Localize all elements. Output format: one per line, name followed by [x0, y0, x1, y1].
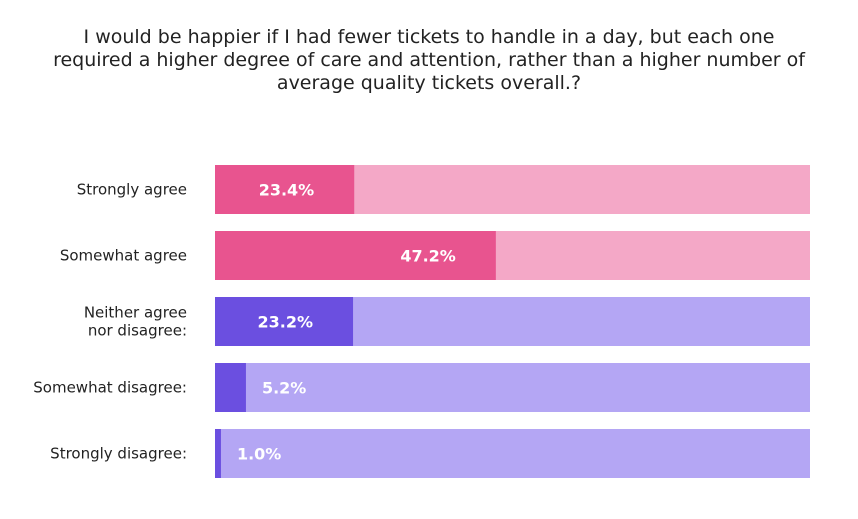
- category-label-4: Somewhat disagree:: [33, 379, 187, 397]
- bar-fill-4: [215, 363, 246, 412]
- chart-title-line-3: average quality tickets overall.?: [276, 72, 582, 94]
- bar-row-4: 5.2% Somewhat disagree:: [33, 363, 810, 412]
- category-label-3-line-2: nor disagree:: [88, 322, 187, 340]
- category-label-3-line-1: Neither agree: [84, 304, 187, 322]
- category-label-5: Strongly disagree:: [50, 445, 187, 463]
- chart-title-line-2: required a higher degree of care and att…: [53, 49, 805, 71]
- chart-title: I would be happier if I had fewer ticket…: [40, 26, 818, 95]
- bar-track-4: [215, 363, 810, 412]
- bar-fill-2: [215, 231, 496, 280]
- bar-fill-1: [215, 165, 355, 214]
- bar-fill-3: [215, 297, 354, 346]
- chart-title-line-1: I would be happier if I had fewer ticket…: [83, 26, 775, 48]
- bar-track-5: [215, 429, 810, 478]
- bar-row-1: 23.4% Strongly agree: [77, 165, 810, 214]
- category-label-1: Strongly agree: [77, 181, 187, 199]
- bar-row-2: 47.2% Somewhat agree: [60, 231, 810, 280]
- bar-value-label-4: 5.2%: [262, 379, 306, 398]
- bar-value-label-1: 23.4%: [259, 181, 315, 200]
- bar-row-5: 1.0% Strongly disagree:: [50, 429, 810, 478]
- bar-value-label-5: 1.0%: [237, 445, 281, 464]
- category-label-2: Somewhat agree: [60, 247, 187, 265]
- bar-value-label-3: 23.2%: [258, 313, 314, 332]
- bar-value-label-2: 47.2%: [400, 247, 456, 266]
- bar-fill-5: [215, 429, 221, 478]
